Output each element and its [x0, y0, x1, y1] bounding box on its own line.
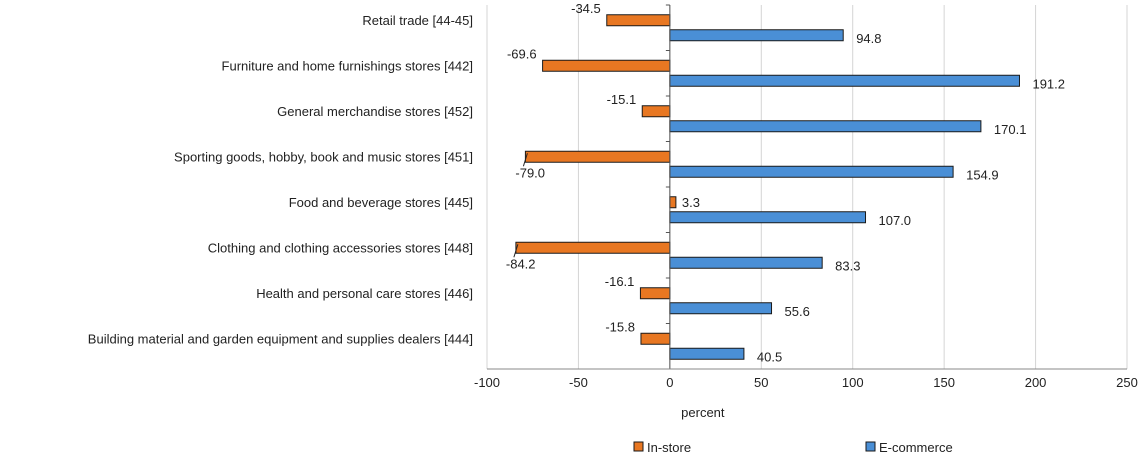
- bars: [515, 4, 1020, 369]
- category-label: General merchandise stores [452]: [277, 104, 473, 119]
- in-store-data-label: -16.1: [605, 274, 635, 289]
- category-label: Clothing and clothing accessories stores…: [208, 240, 473, 255]
- legend-label-e-commerce: E-commerce: [879, 440, 953, 455]
- e-commerce-data-label: 83.3: [835, 258, 860, 273]
- leader-line: [522, 153, 528, 167]
- e-commerce-bar: [669, 120, 982, 133]
- e-commerce-bar: [669, 74, 1020, 87]
- x-tick-label: -100: [474, 375, 500, 390]
- category-label: Building material and garden equipment a…: [88, 331, 473, 346]
- e-commerce-data-label: 170.1: [994, 122, 1027, 137]
- category-label: Food and beverage stores [445]: [289, 195, 473, 210]
- e-commerce-bar: [669, 211, 867, 224]
- e-commerce-bar: [669, 256, 823, 269]
- in-store-bar: [641, 105, 671, 118]
- in-store-bar: [515, 241, 671, 254]
- e-commerce-data-label: 154.9: [966, 167, 999, 182]
- in-store-data-label: -34.5: [571, 1, 601, 16]
- in-store-data-label: -69.6: [507, 46, 537, 61]
- category-label: Health and personal care stores [446]: [256, 286, 473, 301]
- e-commerce-data-label: 55.6: [785, 304, 810, 319]
- in-store-data-label: -15.1: [607, 92, 637, 107]
- x-tick-label: 150: [933, 375, 955, 390]
- in-store-data-label: 3.3: [682, 195, 700, 210]
- legend: In-store E-commerce: [633, 440, 953, 455]
- x-tick-label: 250: [1116, 375, 1138, 390]
- legend-label-in-store: In-store: [647, 440, 691, 455]
- e-commerce-bar: [669, 29, 844, 42]
- x-axis-title: percent: [681, 405, 725, 420]
- legend-swatch-e-commerce: [865, 441, 876, 452]
- e-commerce-bar: [669, 302, 773, 315]
- e-commerce-bar: [669, 347, 745, 360]
- e-commerce-data-label: 191.2: [1032, 76, 1065, 91]
- x-tick-label: 50: [754, 375, 768, 390]
- x-tick-label: 200: [1025, 375, 1047, 390]
- in-store-bar: [524, 150, 671, 163]
- category-label: Retail trade [44-45]: [362, 13, 473, 28]
- in-store-bar: [606, 14, 671, 27]
- e-commerce-data-label: 40.5: [757, 349, 782, 364]
- category-labels: Retail trade [44-45] Furniture and home f…: [88, 13, 473, 347]
- x-tick-label: -50: [569, 375, 588, 390]
- in-store-bar: [669, 196, 677, 209]
- data-labels: -34.5 94.8 -69.6 191.2 -15.1 170.1 -79.0 154.9 3…: [506, 1, 1065, 365]
- e-commerce-data-label: 107.0: [879, 213, 912, 228]
- in-store-data-label: -15.8: [605, 319, 635, 334]
- x-tick-label: 100: [842, 375, 864, 390]
- leader-line: [513, 244, 519, 258]
- x-axis: -100 -50 0 50 100 150 200 250: [474, 368, 1138, 390]
- in-store-data-label: -79.0: [515, 165, 545, 180]
- in-store-bar: [542, 59, 671, 72]
- in-store-bar: [640, 332, 671, 345]
- e-commerce-data-label: 94.8: [856, 31, 881, 46]
- in-store-data-label: -84.2: [506, 256, 536, 271]
- category-label: Sporting goods, hobby, book and music st…: [174, 149, 473, 164]
- e-commerce-bar: [669, 165, 954, 178]
- in-store-bar: [639, 287, 671, 300]
- x-tick-label: 0: [666, 375, 673, 390]
- legend-swatch-in-store: [633, 441, 644, 452]
- category-label: Furniture and home furnishings stores [4…: [222, 58, 473, 73]
